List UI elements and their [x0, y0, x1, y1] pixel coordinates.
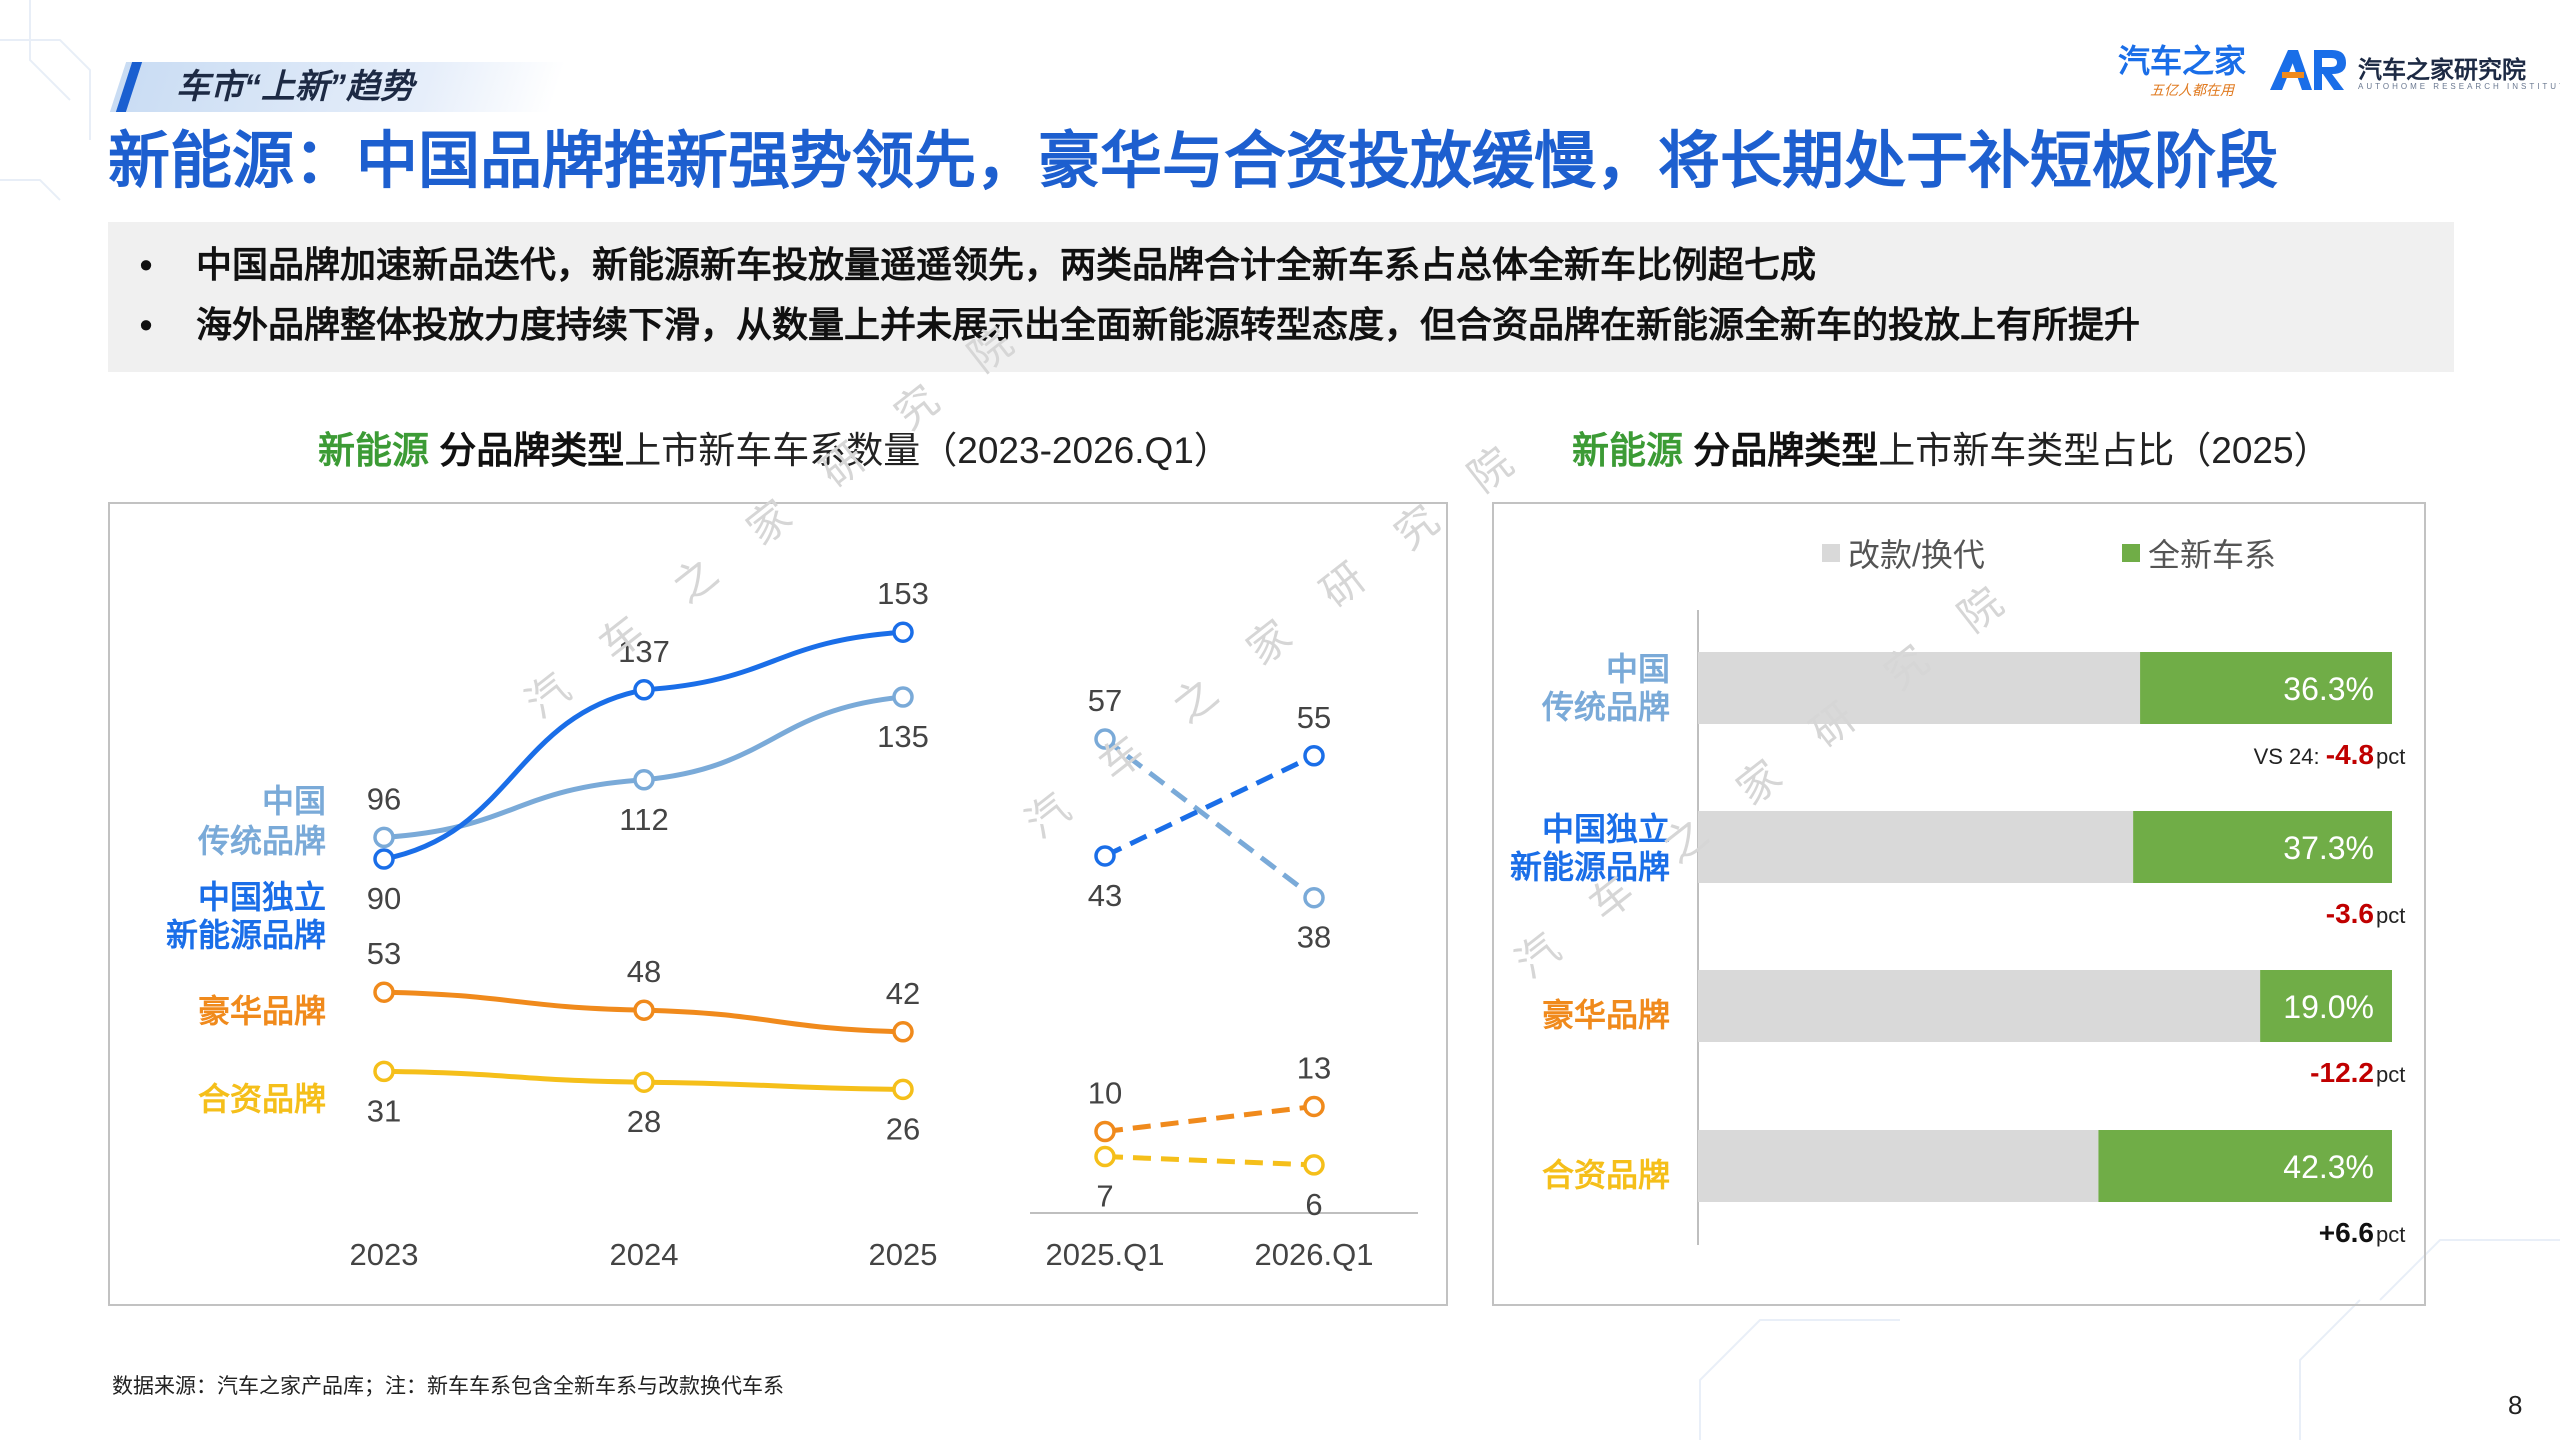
logo-institute-name-en: AUTOHOME RESEARCH INSTITUTE: [2358, 82, 2560, 91]
title-highlight: 新能源: [318, 430, 429, 471]
bullet-marker: •: [139, 304, 153, 345]
right-chart-title: 新能源 分品牌类型上市新车类型占比（2025）: [1572, 428, 2331, 474]
data-source-note: 数据来源：汽车之家产品库；注：新车车系包含全新车系与改款换代车系: [112, 1375, 784, 1398]
title-rest: 上市新车类型占比（2025）: [1878, 430, 2331, 471]
title-bold: 分品牌类型: [439, 430, 625, 471]
right-chart-panel: [1492, 502, 2426, 1306]
autohome-logo: 汽车之家 五亿人都在用 汽车之家研究院 AUTOHOME RESEARCH IN…: [2118, 40, 2560, 100]
left-chart-panel: [108, 502, 1448, 1306]
page-title: 新能源：中国品牌推新强势领先，豪华与合资投放缓慢，将长期处于补短板阶段: [108, 127, 2279, 196]
section-tag: 车市“上新”趋势: [176, 68, 414, 106]
summary-box: • 中国品牌加速新品迭代，新能源新车投放量遥遥领先，两类品牌合计全新车系占总体全…: [108, 222, 2454, 372]
page-number: 8: [2508, 1390, 2523, 1420]
title-bold: 分品牌类型: [1693, 430, 1879, 471]
logo-institute-name: 汽车之家研究院: [2358, 57, 2526, 84]
bullet-text: 海外品牌整体投放力度持续下滑，从数量上并未展示出全面新能源转型态度，但合资品牌在…: [196, 304, 2141, 345]
bullet-text: 中国品牌加速新品迭代，新能源新车投放量遥遥领先，两类品牌合计全新车系占总体全新车…: [196, 244, 1817, 285]
research-institute-logo-icon: [2270, 50, 2346, 90]
logo-brand-name: 汽车之家: [2118, 43, 2247, 79]
left-chart-title: 新能源 分品牌类型上市新车车系数量（2023-2026.Q1）: [318, 428, 1231, 474]
bullet-marker: •: [139, 244, 153, 285]
title-rest: 上市新车车系数量（2023-2026.Q1）: [624, 430, 1231, 471]
title-highlight: 新能源: [1572, 430, 1683, 471]
logo-slogan: 五亿人都在用: [2150, 82, 2234, 98]
